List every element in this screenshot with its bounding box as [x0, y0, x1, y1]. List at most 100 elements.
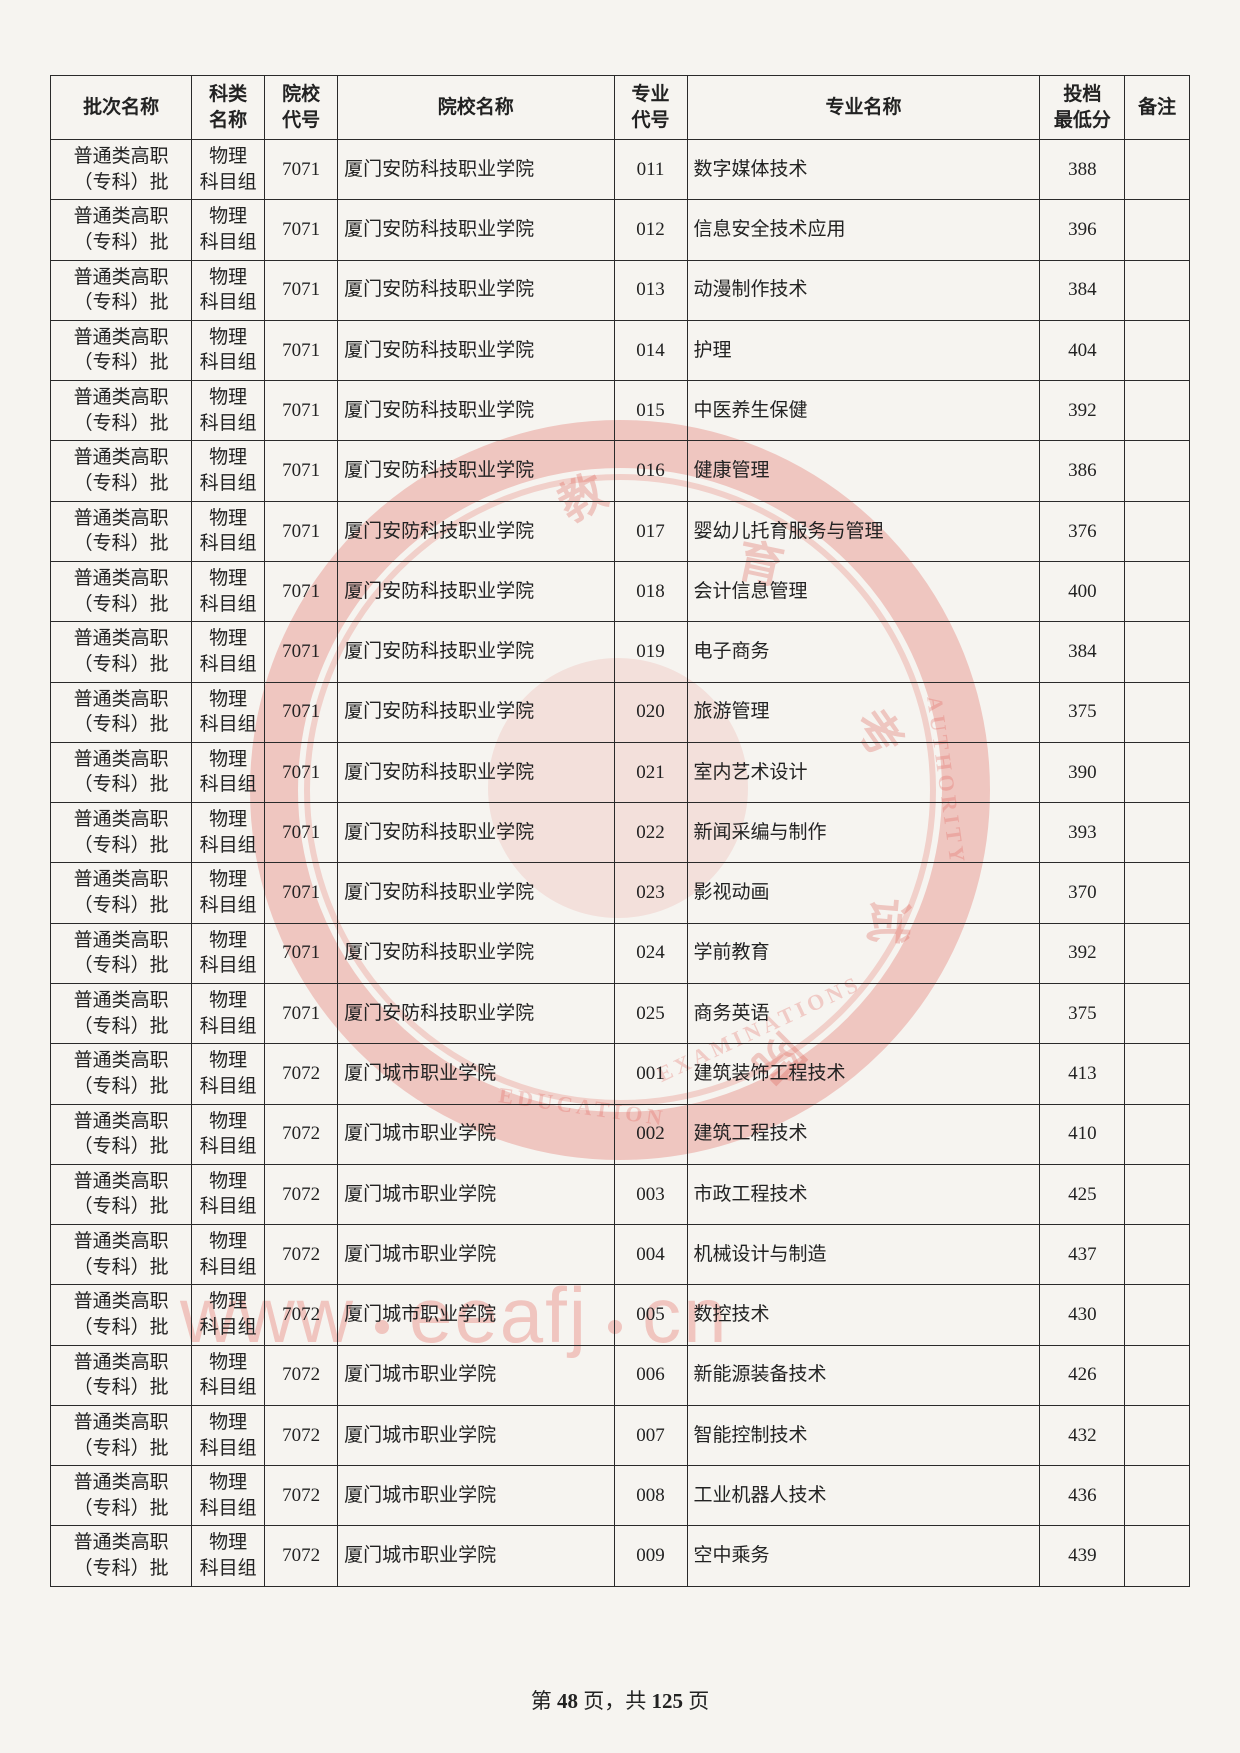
cell-school-code: 7071 [265, 742, 338, 802]
cell-batch: 普通类高职 （专科）批 [51, 1405, 192, 1465]
cell-school-code: 7072 [265, 1225, 338, 1285]
cell-school-code: 7071 [265, 501, 338, 561]
cell-major-code: 006 [614, 1345, 687, 1405]
cell-subject: 物理 科目组 [192, 803, 265, 863]
cell-score: 370 [1040, 863, 1125, 923]
cell-school-code: 7071 [265, 983, 338, 1043]
cell-score: 396 [1040, 200, 1125, 260]
cell-batch: 普通类高职 （专科）批 [51, 983, 192, 1043]
table-row: 普通类高职 （专科）批物理 科目组7072厦门城市职业学院004机械设计与制造4… [51, 1225, 1190, 1285]
table-row: 普通类高职 （专科）批物理 科目组7072厦门城市职业学院005数控技术430 [51, 1285, 1190, 1345]
cell-major-code: 025 [614, 983, 687, 1043]
cell-score: 400 [1040, 561, 1125, 621]
table-row: 普通类高职 （专科）批物理 科目组7071厦门安防科技职业学院018会计信息管理… [51, 561, 1190, 621]
cell-batch: 普通类高职 （专科）批 [51, 381, 192, 441]
cell-school-name: 厦门安防科技职业学院 [338, 742, 615, 802]
cell-school-name: 厦门城市职业学院 [338, 1285, 615, 1345]
cell-major-code: 008 [614, 1466, 687, 1526]
cell-score: 413 [1040, 1044, 1125, 1104]
cell-note [1125, 803, 1190, 863]
cell-major-name: 空中乘务 [687, 1526, 1040, 1586]
cell-major-name: 数控技术 [687, 1285, 1040, 1345]
footer-mid: 页，共 [578, 1689, 652, 1713]
cell-major-name: 室内艺术设计 [687, 742, 1040, 802]
cell-school-name: 厦门安防科技职业学院 [338, 381, 615, 441]
column-header-score: 投档 最低分 [1040, 76, 1125, 140]
cell-batch: 普通类高职 （专科）批 [51, 1225, 192, 1285]
cell-school-name: 厦门安防科技职业学院 [338, 622, 615, 682]
footer-total: 125 [652, 1689, 684, 1713]
cell-note [1125, 923, 1190, 983]
cell-school-name: 厦门安防科技职业学院 [338, 501, 615, 561]
cell-major-code: 022 [614, 803, 687, 863]
cell-school-code: 7072 [265, 1405, 338, 1465]
cell-note [1125, 260, 1190, 320]
cell-subject: 物理 科目组 [192, 1104, 265, 1164]
cell-batch: 普通类高职 （专科）批 [51, 441, 192, 501]
table-row: 普通类高职 （专科）批物理 科目组7072厦门城市职业学院007智能控制技术43… [51, 1405, 1190, 1465]
cell-major-code: 009 [614, 1526, 687, 1586]
cell-school-name: 厦门安防科技职业学院 [338, 923, 615, 983]
cell-major-code: 017 [614, 501, 687, 561]
cell-subject: 物理 科目组 [192, 320, 265, 380]
cell-subject: 物理 科目组 [192, 1466, 265, 1526]
cell-major-code: 024 [614, 923, 687, 983]
column-header-schoolCode: 院校 代号 [265, 76, 338, 140]
cell-note [1125, 1345, 1190, 1405]
cell-major-code: 015 [614, 381, 687, 441]
table-row: 普通类高职 （专科）批物理 科目组7072厦门城市职业学院008工业机器人技术4… [51, 1466, 1190, 1526]
admissions-table: 批次名称科类 名称院校 代号院校名称专业 代号专业名称投档 最低分备注 普通类高… [50, 75, 1190, 1587]
cell-major-code: 011 [614, 140, 687, 200]
table-row: 普通类高职 （专科）批物理 科目组7072厦门城市职业学院002建筑工程技术41… [51, 1104, 1190, 1164]
page: 教 育 考 试 院 EDUCATION AUTHORITY EXAMINATIO… [0, 0, 1240, 1753]
table-row: 普通类高职 （专科）批物理 科目组7071厦门安防科技职业学院025商务英语37… [51, 983, 1190, 1043]
column-header-subject: 科类 名称 [192, 76, 265, 140]
cell-batch: 普通类高职 （专科）批 [51, 923, 192, 983]
cell-subject: 物理 科目组 [192, 622, 265, 682]
cell-school-name: 厦门安防科技职业学院 [338, 682, 615, 742]
cell-school-code: 7072 [265, 1285, 338, 1345]
cell-major-code: 004 [614, 1225, 687, 1285]
cell-note [1125, 1526, 1190, 1586]
cell-score: 375 [1040, 983, 1125, 1043]
cell-batch: 普通类高职 （专科）批 [51, 1104, 192, 1164]
cell-subject: 物理 科目组 [192, 1225, 265, 1285]
cell-school-code: 7071 [265, 682, 338, 742]
cell-school-name: 厦门安防科技职业学院 [338, 200, 615, 260]
cell-subject: 物理 科目组 [192, 1044, 265, 1104]
cell-major-code: 007 [614, 1405, 687, 1465]
cell-school-code: 7072 [265, 1466, 338, 1526]
cell-batch: 普通类高职 （专科）批 [51, 622, 192, 682]
cell-school-name: 厦门安防科技职业学院 [338, 320, 615, 380]
cell-score: 386 [1040, 441, 1125, 501]
table-row: 普通类高职 （专科）批物理 科目组7071厦门安防科技职业学院020旅游管理37… [51, 682, 1190, 742]
cell-subject: 物理 科目组 [192, 1345, 265, 1405]
cell-note [1125, 1466, 1190, 1526]
cell-batch: 普通类高职 （专科）批 [51, 803, 192, 863]
column-header-majorCode: 专业 代号 [614, 76, 687, 140]
cell-score: 426 [1040, 1345, 1125, 1405]
cell-batch: 普通类高职 （专科）批 [51, 1044, 192, 1104]
cell-major-code: 002 [614, 1104, 687, 1164]
cell-subject: 物理 科目组 [192, 140, 265, 200]
cell-batch: 普通类高职 （专科）批 [51, 320, 192, 380]
cell-major-code: 013 [614, 260, 687, 320]
cell-note [1125, 441, 1190, 501]
cell-score: 375 [1040, 682, 1125, 742]
cell-note [1125, 622, 1190, 682]
cell-major-name: 影视动画 [687, 863, 1040, 923]
cell-score: 410 [1040, 1104, 1125, 1164]
cell-score: 430 [1040, 1285, 1125, 1345]
cell-major-name: 婴幼儿托育服务与管理 [687, 501, 1040, 561]
table-header-row: 批次名称科类 名称院校 代号院校名称专业 代号专业名称投档 最低分备注 [51, 76, 1190, 140]
table-row: 普通类高职 （专科）批物理 科目组7071厦门安防科技职业学院016健康管理38… [51, 441, 1190, 501]
cell-school-code: 7072 [265, 1164, 338, 1224]
cell-school-code: 7072 [265, 1104, 338, 1164]
cell-note [1125, 1104, 1190, 1164]
cell-major-code: 021 [614, 742, 687, 802]
cell-major-name: 市政工程技术 [687, 1164, 1040, 1224]
cell-batch: 普通类高职 （专科）批 [51, 1285, 192, 1345]
cell-score: 392 [1040, 923, 1125, 983]
cell-batch: 普通类高职 （专科）批 [51, 1466, 192, 1526]
cell-score: 404 [1040, 320, 1125, 380]
